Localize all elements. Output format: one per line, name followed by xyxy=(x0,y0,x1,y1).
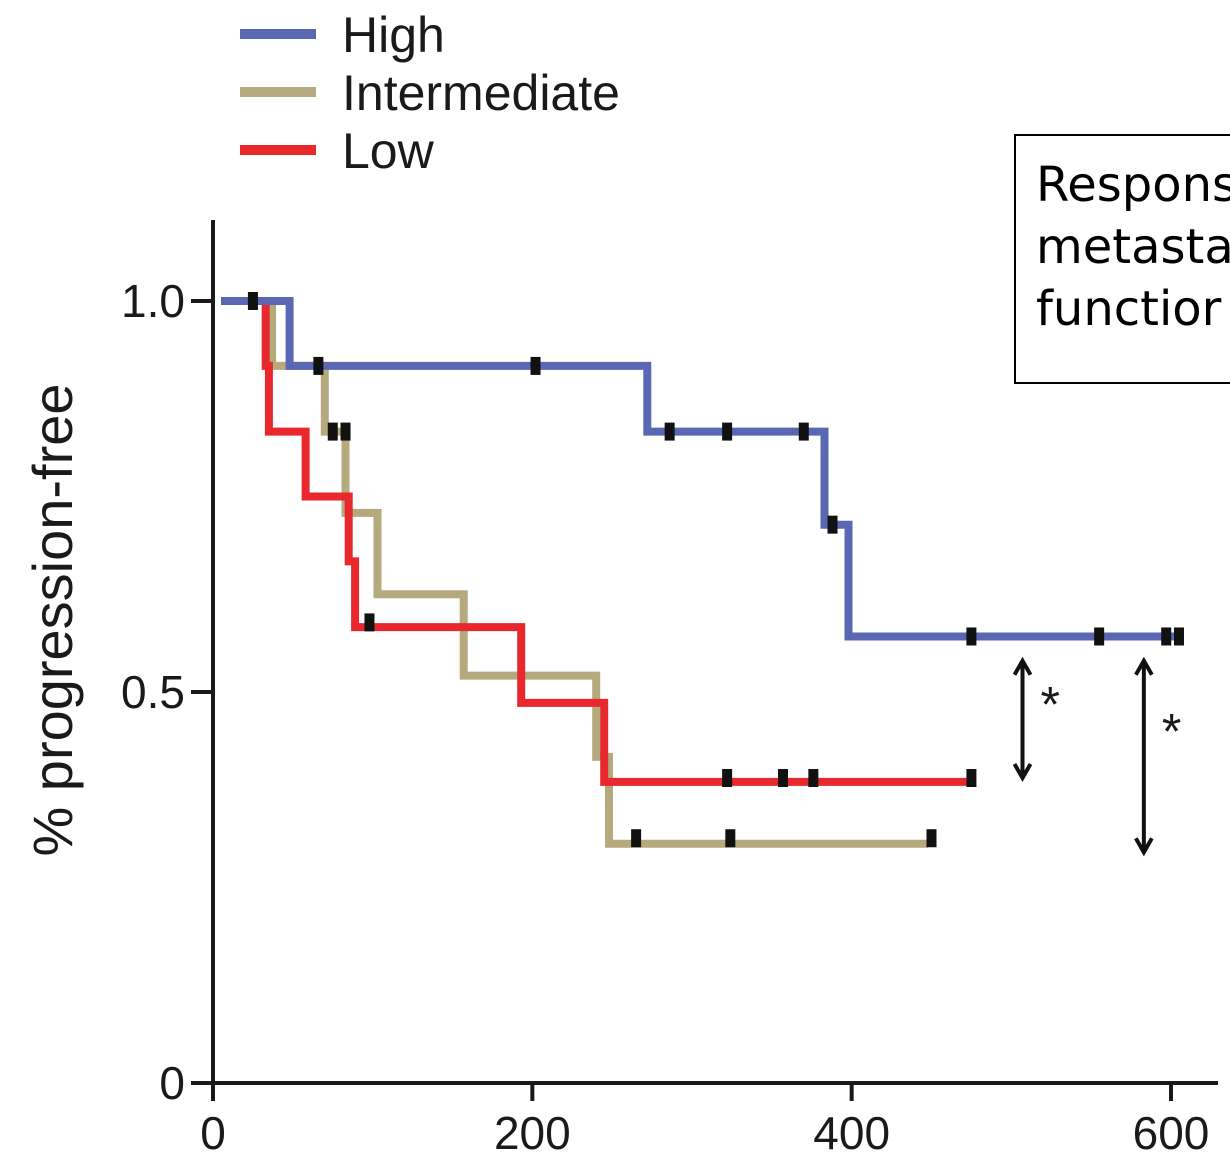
censor-marker-intermediate xyxy=(631,829,642,848)
censor-marker-intermediate xyxy=(926,829,937,848)
censor-marker-high xyxy=(530,356,541,375)
censor-marker-intermediate xyxy=(725,829,736,848)
x-tick-label: 600 xyxy=(1133,1107,1210,1159)
series-line-intermediate xyxy=(265,297,929,848)
censor-marker-low xyxy=(722,769,733,788)
x-tick-label: 0 xyxy=(200,1107,226,1159)
significance-asterisk-2: * xyxy=(1162,704,1181,760)
series-line-high xyxy=(221,297,1179,641)
significance-annotations: * * xyxy=(1012,656,1181,857)
series-layer xyxy=(221,297,1179,848)
censor-marker-intermediate xyxy=(340,422,351,441)
y-tick-label: 1.0 xyxy=(121,275,185,327)
x-tick-label: 400 xyxy=(813,1107,890,1159)
annotation-line-3: functior xyxy=(1036,281,1222,337)
censor-marker-high xyxy=(966,627,977,646)
censor-marker-high xyxy=(1173,627,1184,646)
arrow-head-down xyxy=(1134,837,1154,857)
censor-marker-low xyxy=(808,769,819,788)
censor-marker-high xyxy=(722,422,733,441)
y-axis-label: % progression-free xyxy=(21,383,84,856)
censor-markers xyxy=(247,292,1184,848)
censor-marker-low xyxy=(364,613,375,632)
censor-marker-high xyxy=(247,292,258,310)
series-line-low xyxy=(261,301,972,786)
annotation-box: Respons metasta functior xyxy=(1014,134,1230,384)
censor-marker-high xyxy=(313,356,324,375)
y-tick-label: 0.5 xyxy=(121,666,185,718)
annotation-line-1: Respons xyxy=(1036,157,1230,213)
arrow-head-down xyxy=(1012,763,1033,783)
arrow-head-up xyxy=(1134,656,1154,676)
axes: 0 0.5 1.0 0 200 400 600 % progression-free xyxy=(21,220,1218,1159)
censor-marker-low xyxy=(778,769,789,788)
significance-asterisk-1: * xyxy=(1041,676,1060,732)
censor-marker-high xyxy=(1094,627,1105,646)
y-tick-label: 0 xyxy=(159,1057,185,1109)
censor-marker-high xyxy=(1161,627,1172,646)
censor-marker-high xyxy=(827,515,838,534)
x-tick-label: 200 xyxy=(494,1107,571,1159)
legend-label-intermediate: Intermediate xyxy=(342,65,620,121)
censor-marker-high xyxy=(664,422,675,441)
legend-label-high: High xyxy=(342,7,445,63)
annotation-line-2: metasta xyxy=(1036,219,1230,275)
censor-marker-intermediate xyxy=(327,422,338,441)
legend-label-low: Low xyxy=(342,123,435,179)
arrow-head-up xyxy=(1012,656,1033,676)
censor-marker-high xyxy=(798,422,809,441)
censor-marker-low xyxy=(966,769,977,788)
